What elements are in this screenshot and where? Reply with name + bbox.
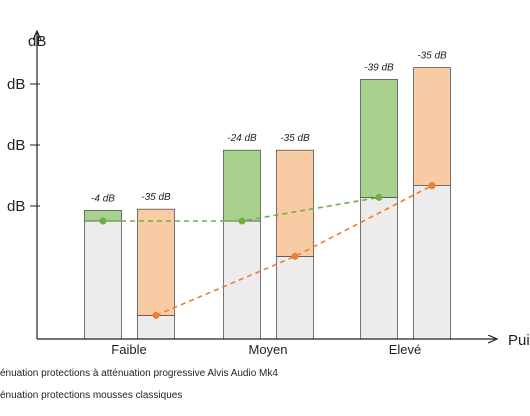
trend-point-mousses-eleve — [428, 182, 436, 190]
category-label-eleve: Elevé — [389, 342, 422, 357]
trend-point-mousses-moyen — [291, 252, 299, 260]
trend-point-alvis-eleve — [375, 193, 383, 201]
data-label-mousses-eleve: -35 dB — [417, 51, 447, 62]
trend-line-mousses — [155, 184, 433, 317]
bar-attenuation-mousses-moyen — [276, 149, 314, 257]
y-tick-label-high: dB — [7, 76, 25, 93]
category-label-moyen: Moyen — [248, 342, 287, 357]
bar-attenuation-alvis-moyen — [223, 149, 261, 222]
x-axis-title: Pui — [508, 332, 530, 349]
bar-attenuation-alvis-eleve — [360, 79, 398, 198]
trend-point-alvis-faible — [99, 217, 107, 225]
bar-base-alvis-moyen — [223, 220, 261, 340]
bar-base-mousses-eleve — [413, 185, 451, 340]
data-label-alvis-eleve: -39 dB — [364, 62, 394, 73]
bar-base-alvis-faible — [84, 220, 122, 340]
legend-entry-mousses: énuation protections mousses classiques — [0, 390, 182, 401]
trend-point-alvis-moyen — [238, 217, 246, 225]
data-label-mousses-moyen: -35 dB — [280, 133, 310, 144]
data-labels-group: -4 dB -24 dB -39 dB -35 dB -35 dB -35 dB — [91, 51, 447, 205]
trend-point-mousses-faible — [152, 311, 160, 319]
data-label-alvis-moyen: -24 dB — [227, 133, 257, 144]
legend-entry-alvis: énuation protections à atténuation progr… — [0, 368, 278, 379]
bars-group — [84, 67, 451, 340]
data-label-alvis-faible: -4 dB — [91, 193, 115, 204]
bar-base-mousses-faible — [137, 314, 175, 340]
bar-base-alvis-eleve — [360, 196, 398, 340]
data-label-mousses-faible: -35 dB — [141, 192, 171, 203]
y-tick-label-mid: dB — [7, 137, 25, 154]
trend-lines-group — [99, 182, 436, 319]
category-label-faible: Faible — [111, 342, 146, 357]
bar-attenuation-mousses-faible — [137, 208, 175, 316]
y-tick-label-low: dB — [7, 198, 25, 215]
bar-attenuation-mousses-eleve — [413, 67, 451, 186]
bar-base-mousses-moyen — [276, 255, 314, 340]
